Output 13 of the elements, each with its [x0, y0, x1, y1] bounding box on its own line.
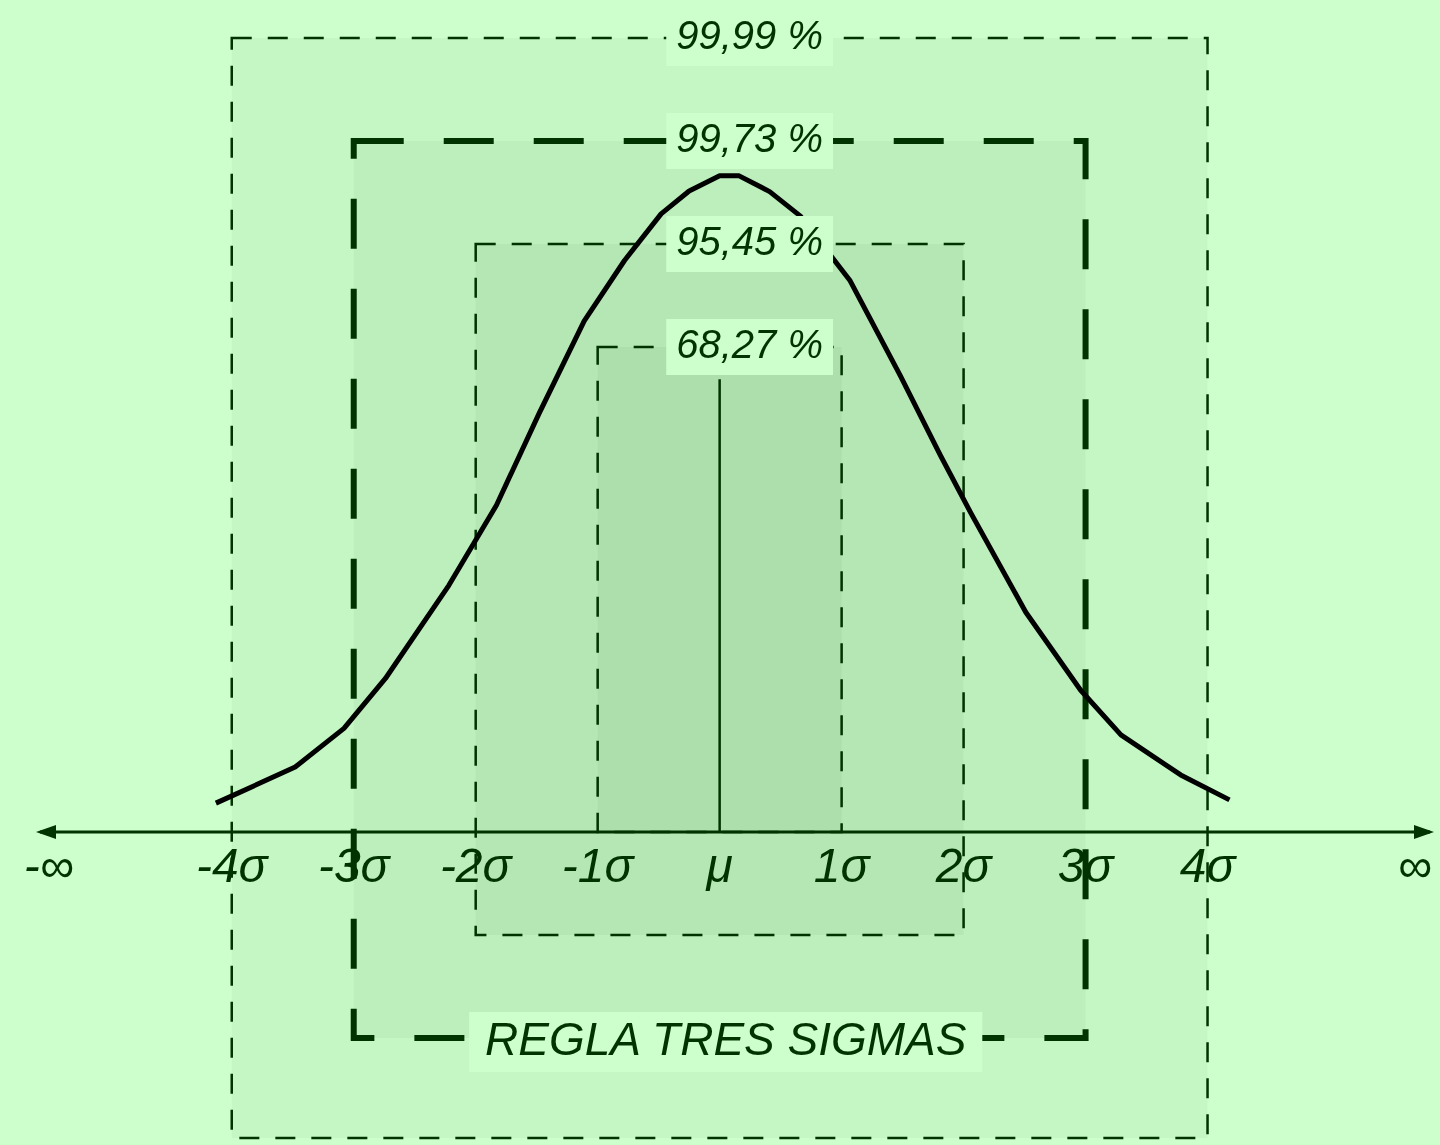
x-tick-label: -2σ	[439, 839, 514, 893]
band-label: 68,27 %	[676, 322, 824, 367]
x-tick-label: -1σ	[561, 839, 636, 893]
text: REGLA TRES SIGMAS	[485, 1012, 967, 1065]
band-label: 99,99 %	[676, 13, 824, 58]
band-label: 95,45 %	[676, 219, 824, 264]
x-tick-label: ∞	[1397, 839, 1432, 893]
band-label: 99,73 %	[676, 116, 824, 161]
x-tick-label: 4σ	[1179, 839, 1238, 893]
x-tick-label: 1σ	[813, 839, 872, 893]
x-tick-label: μ	[704, 839, 733, 893]
x-tick-label: -∞	[23, 839, 74, 893]
x-tick-label: 2σ	[934, 839, 994, 893]
